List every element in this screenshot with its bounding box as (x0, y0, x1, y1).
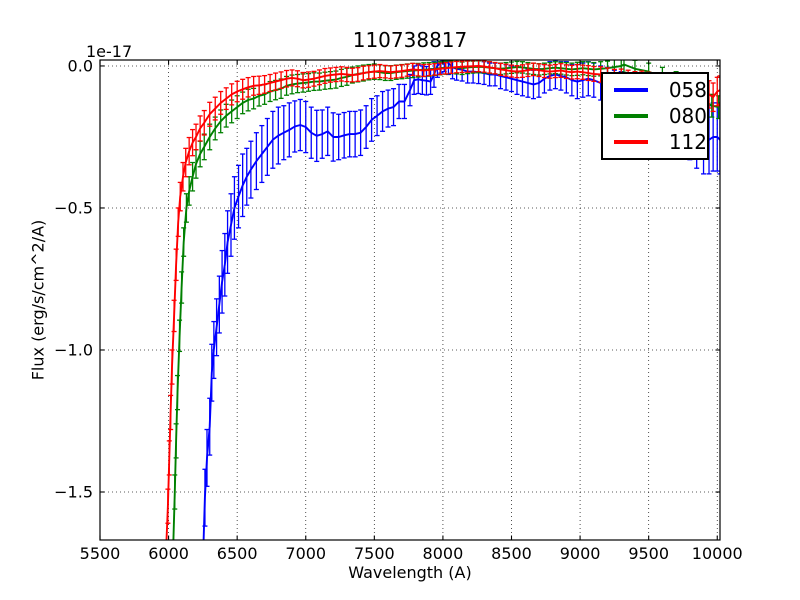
svg-text:−1.0: −1.0 (54, 340, 93, 359)
svg-text:8000: 8000 (423, 544, 464, 563)
legend-line-swatch-blue (614, 88, 648, 92)
x-tick-labels: 5500 6000 6500 7000 7500 8000 8500 9000 9500 1000… (80, 544, 743, 563)
svg-text:−1.5: −1.5 (54, 483, 93, 502)
svg-text:7000: 7000 (285, 544, 326, 563)
svg-text:5500: 5500 (80, 544, 121, 563)
chart-title: 110738817 (352, 28, 468, 52)
legend-label: 112 (668, 130, 707, 154)
x-axis-label: Wavelength (A) (348, 563, 472, 582)
legend-label: 058 (668, 78, 707, 102)
legend-item-112: 112 (603, 129, 707, 155)
legend-item-080: 080 (603, 103, 707, 129)
y-axis-label: Flux (erg/s/cm^2/A) (28, 219, 48, 381)
tick-marks (99, 60, 720, 540)
legend-item-058: 058 (603, 77, 707, 103)
svg-text:7500: 7500 (354, 544, 395, 563)
legend-label: 080 (668, 104, 707, 128)
svg-text:6000: 6000 (148, 544, 189, 563)
svg-text:8500: 8500 (491, 544, 532, 563)
svg-text:−0.5: −0.5 (54, 198, 93, 217)
svg-text:9500: 9500 (628, 544, 669, 563)
svg-text:10000: 10000 (692, 544, 743, 563)
y-axis-offset-text: 1e-17 (86, 42, 133, 61)
svg-text:9000: 9000 (560, 544, 601, 563)
legend-line-swatch-red (614, 140, 648, 144)
svg-text:0.0: 0.0 (68, 56, 93, 75)
axes-border (99, 59, 721, 541)
y-tick-labels: 0.0 −0.5 −1.0 −1.5 (54, 56, 93, 501)
legend-line-swatch-green (614, 114, 648, 118)
svg-text:6500: 6500 (217, 544, 258, 563)
legend: 058 080 112 (601, 72, 709, 160)
